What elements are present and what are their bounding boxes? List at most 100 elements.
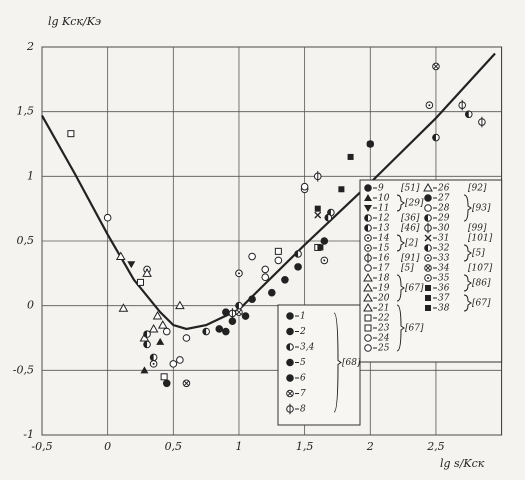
marker-part bbox=[364, 184, 372, 192]
marker-part bbox=[103, 213, 112, 222]
legend-label: 24 bbox=[377, 334, 390, 344]
x-tick-label: -0,5 bbox=[31, 440, 52, 453]
ref-label: [101] bbox=[468, 234, 493, 244]
marker-part bbox=[248, 295, 256, 304]
legend-label: 38 bbox=[438, 304, 450, 314]
legend-label: 21 bbox=[377, 304, 389, 314]
legend-label: 3,4 bbox=[300, 343, 315, 353]
legend-marker bbox=[286, 389, 294, 398]
legend-marker bbox=[364, 264, 372, 272]
ref-brace bbox=[463, 194, 472, 222]
marker-part bbox=[323, 259, 326, 262]
data-point bbox=[160, 373, 168, 381]
legend-label: 14 bbox=[378, 234, 390, 244]
x-tick-label: 0 bbox=[104, 440, 111, 453]
data-point bbox=[320, 237, 329, 245]
legend-marker bbox=[425, 305, 431, 311]
legend-marker bbox=[364, 224, 372, 232]
data-point bbox=[458, 99, 467, 111]
legend-label: 11 bbox=[378, 204, 389, 214]
data-point bbox=[347, 153, 354, 160]
marker-part bbox=[433, 63, 439, 70]
ref-brace bbox=[396, 234, 405, 252]
legend-label: 17 bbox=[378, 264, 390, 274]
legend: 123,456789101112131415161718192021222324… bbox=[286, 182, 493, 415]
marker-part bbox=[202, 328, 207, 335]
marker-part bbox=[465, 110, 469, 118]
marker-part bbox=[143, 341, 148, 348]
data-point bbox=[152, 311, 163, 320]
marker-part bbox=[286, 343, 290, 351]
data-point bbox=[182, 334, 191, 342]
y-tick-label: 0,5 bbox=[17, 234, 35, 247]
data-point bbox=[202, 327, 210, 336]
ref-label: [5] bbox=[401, 264, 414, 274]
marker-part bbox=[162, 327, 171, 336]
marker-part bbox=[281, 276, 289, 284]
marker-part bbox=[150, 354, 154, 361]
marker-part bbox=[367, 247, 369, 249]
legend-label: 20 bbox=[377, 294, 390, 304]
marker-part bbox=[425, 295, 431, 301]
data-point bbox=[235, 308, 243, 316]
y-tick-label: 0 bbox=[27, 299, 34, 312]
legend-label: 26 bbox=[437, 184, 450, 194]
legend-marker bbox=[364, 234, 372, 242]
legend-marker bbox=[286, 358, 294, 367]
data-point bbox=[118, 303, 129, 312]
marker-part bbox=[363, 282, 373, 292]
legend-marker bbox=[363, 302, 373, 312]
legend-label: 8 bbox=[300, 405, 306, 415]
legend-marker bbox=[364, 214, 372, 222]
legend-marker bbox=[424, 222, 432, 234]
ref-label: [46] bbox=[401, 224, 420, 234]
marker-part bbox=[115, 251, 126, 261]
legend-label: 25 bbox=[377, 344, 390, 354]
marker-part bbox=[261, 265, 270, 274]
data-point bbox=[425, 101, 434, 109]
data-point bbox=[338, 186, 345, 193]
x-tick-label: 0,5 bbox=[165, 440, 183, 453]
legend-label: 5 bbox=[300, 358, 306, 368]
marker-part bbox=[169, 360, 178, 368]
marker-part bbox=[118, 303, 129, 312]
data-point bbox=[136, 278, 144, 286]
data-point bbox=[320, 256, 329, 265]
data-point bbox=[157, 320, 168, 329]
marker-part bbox=[427, 277, 429, 279]
legend-marker bbox=[286, 312, 294, 320]
data-point bbox=[261, 265, 270, 274]
marker-part bbox=[424, 194, 432, 202]
data-point bbox=[478, 116, 486, 128]
legend-marker bbox=[363, 282, 373, 292]
legend-marker bbox=[364, 205, 372, 212]
legend-marker bbox=[424, 264, 432, 272]
marker-part bbox=[317, 244, 324, 251]
legend-label: 15 bbox=[378, 244, 390, 254]
x-axis-title: lg s/Kск bbox=[440, 457, 485, 470]
legend-label: 31 bbox=[438, 234, 449, 244]
legend-marker bbox=[424, 244, 432, 252]
data-point bbox=[464, 110, 473, 119]
data-point bbox=[67, 130, 75, 138]
ref-label: [99] bbox=[468, 224, 487, 234]
data-point bbox=[215, 325, 224, 333]
data-point bbox=[127, 261, 136, 269]
legend-label: 22 bbox=[377, 314, 390, 324]
data-point bbox=[314, 205, 321, 212]
marker-part bbox=[241, 312, 250, 320]
marker-part bbox=[364, 194, 372, 201]
ref-brace bbox=[396, 304, 405, 352]
data-point bbox=[149, 360, 158, 368]
marker-part bbox=[162, 379, 171, 388]
marker-part bbox=[274, 256, 283, 265]
data-point bbox=[143, 330, 151, 338]
ref-label: [5] bbox=[472, 249, 485, 259]
data-point bbox=[294, 250, 302, 258]
marker-part bbox=[222, 308, 230, 316]
marker-part bbox=[287, 390, 293, 397]
ref-label: [67] bbox=[405, 284, 424, 294]
marker-part bbox=[294, 263, 302, 271]
legend-label: 9 bbox=[378, 184, 384, 194]
ref-brace bbox=[333, 312, 342, 413]
